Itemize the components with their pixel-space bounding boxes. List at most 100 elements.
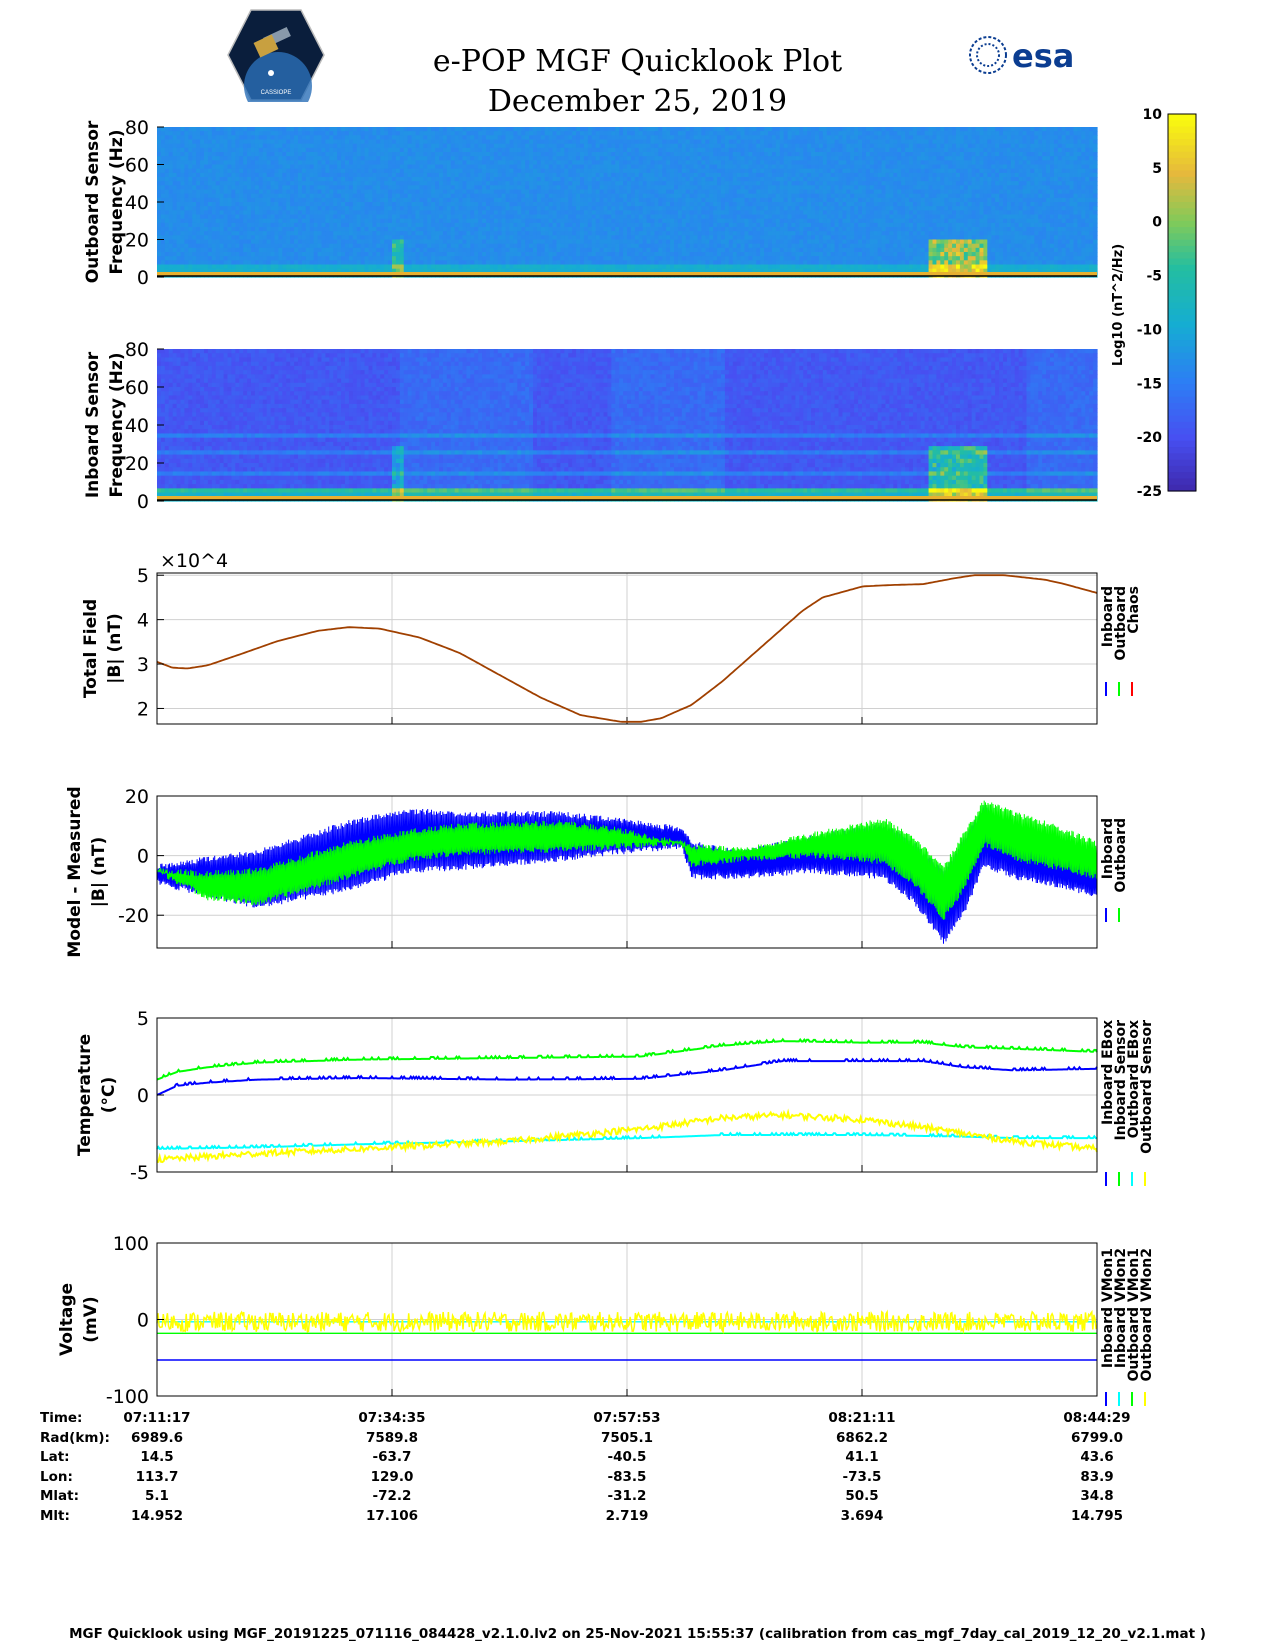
outboard-spectrogram-cell	[423, 260, 428, 266]
outboard-spectrogram-cell	[591, 131, 597, 136]
outboard-spectrogram-cell	[486, 147, 491, 153]
outboard-spectrogram-cell	[196, 168, 201, 174]
outboard-spectrogram-cell	[568, 143, 573, 149]
outboard-spectrogram-cell	[337, 202, 342, 207]
outboard-spectrogram-cell	[603, 135, 609, 141]
outboard-spectrogram-cell	[450, 168, 456, 174]
outboard-spectrogram-cell	[380, 210, 385, 216]
outboard-spectrogram-cell	[352, 160, 358, 166]
outboard-spectrogram-cell	[196, 218, 201, 224]
outboard-spectrogram-cell	[462, 181, 468, 186]
outboard-spectrogram-cell	[157, 243, 162, 249]
outboard-spectrogram-cell	[470, 160, 475, 166]
outboard-spectrogram-cell	[180, 252, 186, 257]
outboard-spectrogram-cell	[301, 143, 307, 149]
outboard-spectrogram-cell	[309, 172, 315, 178]
outboard-spectrogram-cell	[384, 235, 389, 241]
outboard-spectrogram-cell	[188, 127, 193, 132]
outboard-spectrogram-cell	[188, 235, 193, 241]
outboard-spectrogram-cell	[556, 268, 562, 274]
outboard-spectrogram-cell	[227, 135, 233, 141]
outboard-spectrogram-cell	[364, 181, 370, 186]
outboard-spectrogram-cell	[697, 218, 703, 224]
outboard-spectrogram-cell	[407, 210, 413, 216]
outboard-spectrogram-cell	[572, 256, 577, 261]
outboard-spectrogram-cell	[395, 164, 401, 170]
outboard-spectrogram-cell	[583, 197, 589, 203]
outboard-spectrogram-cell	[262, 260, 268, 266]
outboard-spectrogram-cell	[419, 152, 424, 157]
outboard-spectrogram-cell	[262, 268, 268, 274]
outboard-spectrogram-cell	[211, 156, 217, 161]
outboard-spectrogram-cell	[587, 268, 593, 274]
outboard-spectrogram-cell	[568, 202, 573, 207]
outboard-spectrogram-cell	[603, 189, 609, 195]
outboard-spectrogram-cell	[536, 264, 542, 270]
outboard-spectrogram-cell	[619, 227, 624, 232]
outboard-spectrogram-cell	[681, 235, 687, 241]
outboard-spectrogram-cell	[427, 268, 432, 274]
outboard-spectrogram-cell	[352, 152, 358, 157]
outboard-spectrogram-cell	[493, 214, 499, 220]
outboard-spectrogram-cell	[666, 139, 671, 145]
outboard-spectrogram-cell	[172, 143, 178, 149]
outboard-spectrogram-cell	[540, 181, 546, 186]
outboard-spectrogram-cell	[576, 218, 581, 224]
outboard-spectrogram-cell	[681, 185, 687, 191]
outboard-spectrogram-cell	[482, 239, 487, 245]
outboard-spectrogram-cell	[364, 202, 370, 207]
outboard-spectrogram-cell	[333, 164, 338, 170]
outboard-spectrogram-cell	[677, 252, 683, 257]
outboard-spectrogram-cell	[360, 214, 366, 220]
outboard-spectrogram-cell	[693, 152, 699, 157]
outboard-spectrogram-cell	[536, 268, 542, 274]
outboard-spectrogram-cell	[160, 172, 166, 178]
outboard-spectrogram-cell	[685, 222, 691, 228]
outboard-spectrogram-cell	[290, 127, 295, 132]
outboard-spectrogram-cell	[548, 210, 554, 216]
outboard-spectrogram-cell	[693, 252, 699, 257]
outboard-spectrogram-cell	[446, 256, 452, 261]
outboard-spectrogram-cell	[298, 160, 303, 166]
outboard-spectrogram-cell	[243, 172, 248, 178]
outboard-spectrogram-cell	[544, 172, 550, 178]
outboard-spectrogram-cell	[627, 214, 632, 220]
outboard-spectrogram-cell	[180, 264, 186, 270]
outboard-spectrogram-cell	[282, 268, 287, 274]
outboard-spectrogram-cell	[697, 177, 703, 182]
outboard-spectrogram-cell	[215, 127, 221, 132]
outboard-spectrogram-cell	[329, 231, 334, 236]
outboard-spectrogram-cell	[270, 256, 276, 261]
outboard-spectrogram-cell	[556, 152, 562, 157]
outboard-spectrogram-cell	[536, 177, 542, 182]
outboard-spectrogram-cell	[482, 197, 487, 203]
outboard-spectrogram-cell	[666, 256, 671, 261]
outboard-spectrogram-cell	[243, 168, 248, 174]
outboard-spectrogram-cell	[160, 193, 166, 199]
outboard-spectrogram-cell	[634, 264, 640, 270]
outboard-spectrogram-cell	[207, 152, 213, 157]
outboard-spectrogram-cell	[247, 143, 252, 149]
outboard-spectrogram-cell	[168, 189, 174, 195]
outboard-spectrogram-cell	[611, 239, 616, 245]
outboard-spectrogram-cell	[470, 264, 475, 270]
outboard-spectrogram-cell	[529, 160, 534, 166]
outboard-spectrogram-cell	[160, 264, 166, 270]
outboard-spectrogram-cell	[298, 235, 303, 241]
outboard-spectrogram-cell	[623, 256, 628, 261]
outboard-spectrogram-cell	[282, 156, 287, 161]
outboard-spectrogram-cell	[278, 227, 283, 232]
outboard-spectrogram-cell	[207, 227, 213, 232]
outboard-spectrogram-cell	[544, 164, 550, 170]
outboard-spectrogram-cell	[525, 127, 530, 132]
outboard-spectrogram-cell	[634, 231, 640, 236]
outboard-spectrogram-cell	[345, 135, 350, 141]
outboard-spectrogram-cell	[298, 214, 303, 220]
outboard-spectrogram-cell	[611, 268, 616, 274]
outboard-spectrogram-cell	[462, 252, 468, 257]
outboard-spectrogram-cell	[282, 218, 287, 224]
outboard-spectrogram-cell	[341, 247, 346, 253]
outboard-spectrogram-cell	[599, 260, 605, 266]
outboard-spectrogram-cell	[172, 235, 178, 241]
outboard-spectrogram-cell	[533, 189, 538, 195]
